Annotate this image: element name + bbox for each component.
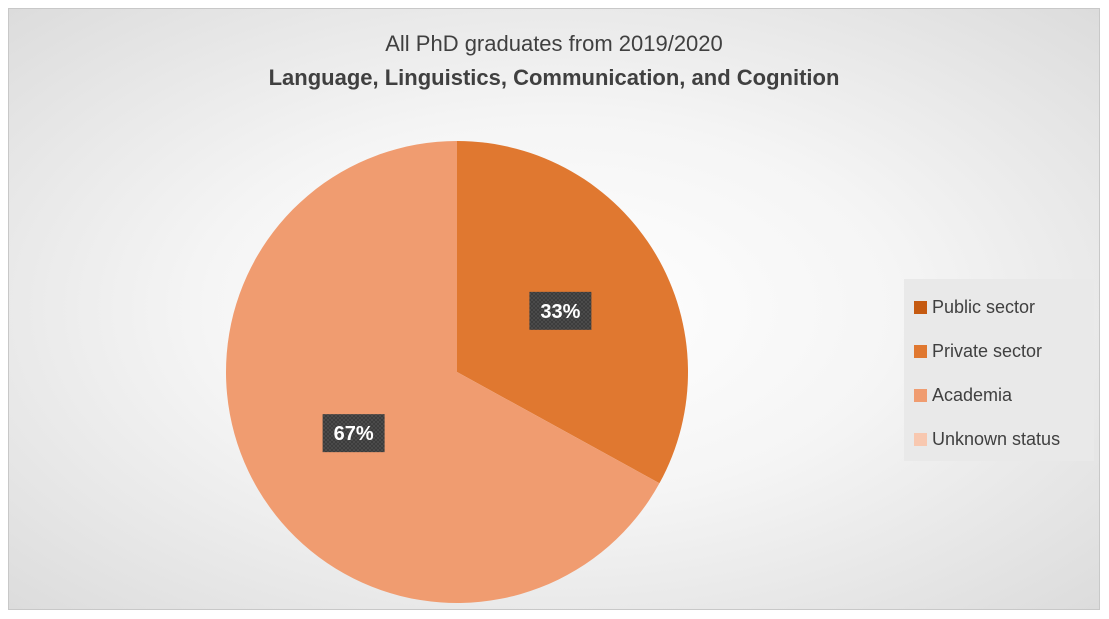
legend-swatch: [914, 344, 927, 358]
data-label-background: [529, 291, 592, 330]
legend-label: Academia: [932, 384, 1013, 405]
data-label-text: 67%: [334, 423, 374, 445]
data-label: 33%: [529, 291, 592, 330]
pie-slice-academia: [225, 141, 660, 603]
chart-area: All PhD graduates from 2019/2020 Languag…: [8, 8, 1100, 610]
legend-swatch: [914, 300, 927, 314]
pie-chart: 33% 67%: [225, 141, 688, 603]
legend-swatch: [914, 432, 927, 446]
legend-label: Public sector: [932, 296, 1036, 317]
data-label: 67%: [322, 414, 385, 453]
legend-item-unknown-status: Unknown status: [914, 417, 1094, 461]
legend-swatch: [914, 388, 927, 402]
legend-label: Unknown status: [932, 428, 1061, 449]
legend-item-public-sector: Public sector: [914, 285, 1094, 329]
chart-title: All PhD graduates from 2019/2020: [385, 31, 723, 56]
data-label-text: 33%: [540, 301, 580, 323]
legend: Public sector Private sector Academia Un…: [904, 279, 1094, 461]
data-label-background: [322, 414, 385, 453]
legend-label: Private sector: [932, 340, 1043, 361]
chart-subtitle: Language, Linguistics, Communication, an…: [268, 65, 840, 90]
legend-item-academia: Academia: [914, 373, 1094, 417]
legend-item-private-sector: Private sector: [914, 329, 1094, 373]
